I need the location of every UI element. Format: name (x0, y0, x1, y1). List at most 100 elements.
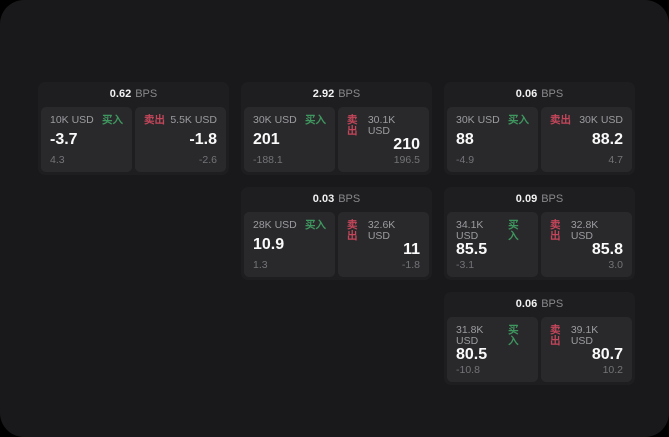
sell-amount: 5.5K USD (170, 114, 217, 126)
card-header: 0.06 BPS (444, 82, 635, 107)
sell-panel-top: 卖出 39.1K USD (550, 325, 623, 346)
buy-amount: 10K USD (50, 114, 94, 126)
buy-panel-top: 30K USD 买入 (456, 115, 529, 126)
bps-value: 2.92 (312, 88, 335, 100)
sell-label: 卖出 (347, 219, 358, 242)
buy-amount: 28K USD (253, 219, 297, 231)
sell-label: 卖出 (144, 114, 165, 126)
buy-amount: 30K USD (456, 114, 500, 126)
sell-panel[interactable]: 卖出 39.1K USD 80.7 10.2 (541, 317, 632, 382)
bps-value: 0.06 (515, 298, 538, 310)
buy-panel-top: 31.8K USD 买入 (456, 325, 529, 346)
quote-card-5: 0.09 BPS 34.1K USD 买入 85.5 -3.1 卖出 32.8K… (444, 187, 635, 280)
panels: 30K USD 买入 201 -188.1 卖出 30.1K USD 210 1… (241, 107, 432, 175)
panels: 10K USD 买入 -3.7 4.3 卖出 5.5K USD -1.8 -2.… (38, 107, 229, 175)
sell-panel[interactable]: 卖出 30K USD 88.2 4.7 (541, 107, 632, 172)
buy-delta: -3.1 (456, 258, 475, 271)
quote-card-1: 0.62 BPS 10K USD 买入 -3.7 4.3 卖出 5.5K USD (38, 82, 229, 175)
sell-delta: 196.5 (393, 153, 420, 166)
card-header: 0.09 BPS (444, 187, 635, 212)
sell-panel-top: 卖出 5.5K USD (144, 115, 217, 126)
panels: 31.8K USD 买入 80.5 -10.8 卖出 39.1K USD 80.… (444, 317, 635, 385)
buy-panel-top: 34.1K USD 买入 (456, 220, 529, 241)
sell-panel[interactable]: 卖出 32.8K USD 85.8 3.0 (541, 212, 632, 277)
sell-delta: -1.8 (401, 258, 420, 271)
buy-label: 买入 (508, 324, 519, 347)
sell-amount: 30.1K USD (367, 114, 396, 137)
buy-label: 买入 (305, 219, 326, 231)
buy-price: -3.7 (50, 131, 78, 148)
sell-label: 卖出 (347, 114, 358, 137)
sell-label: 卖出 (550, 219, 561, 242)
buy-price: 10.9 (253, 236, 285, 253)
buy-panel[interactable]: 31.8K USD 买入 80.5 -10.8 (447, 317, 538, 382)
card-header: 0.62 BPS (38, 82, 229, 107)
buy-delta: 4.3 (50, 153, 65, 166)
bps-unit-label: BPS (338, 88, 361, 100)
sell-price: 80.7 (591, 346, 623, 364)
sell-price: 11 (403, 241, 420, 259)
buy-price: 85.5 (456, 241, 488, 259)
sell-panel[interactable]: 卖出 30.1K USD 210 196.5 (338, 107, 429, 172)
sell-price: -1.8 (189, 131, 217, 148)
buy-price: 201 (253, 131, 280, 148)
panels: 34.1K USD 买入 85.5 -3.1 卖出 32.8K USD 85.8… (444, 212, 635, 280)
buy-price: 88 (456, 131, 474, 148)
sell-panel[interactable]: 卖出 5.5K USD -1.8 -2.6 (135, 107, 226, 172)
sell-panel-top: 卖出 32.6K USD (347, 220, 420, 241)
buy-panel-top: 28K USD 买入 (253, 220, 326, 231)
sell-label: 卖出 (550, 324, 561, 347)
sell-panel[interactable]: 卖出 32.6K USD 11 -1.8 (338, 212, 429, 277)
buy-label: 买入 (305, 114, 326, 126)
card-header: 0.06 BPS (444, 292, 635, 317)
bps-value: 0.06 (515, 88, 538, 100)
sell-price: 85.8 (591, 241, 623, 259)
buy-label: 买入 (508, 219, 519, 242)
sell-price: 88.2 (591, 131, 623, 148)
sell-panel-top: 卖出 30K USD (550, 115, 623, 126)
buy-delta: -4.9 (456, 153, 475, 166)
bps-value: 0.62 (109, 88, 132, 100)
buy-delta: -188.1 (253, 153, 283, 166)
buy-label: 买入 (102, 114, 123, 126)
sell-panel-top: 卖出 32.8K USD (550, 220, 623, 241)
panels: 30K USD 买入 88 -4.9 卖出 30K USD 88.2 4.7 (444, 107, 635, 175)
bps-value: 0.03 (312, 193, 335, 205)
buy-delta: -10.8 (456, 363, 480, 376)
sell-amount: 30K USD (579, 114, 623, 126)
quote-card-3: 0.06 BPS 30K USD 买入 88 -4.9 卖出 30K USD (444, 82, 635, 175)
buy-panel[interactable]: 10K USD 买入 -3.7 4.3 (41, 107, 132, 172)
quote-card-2: 2.92 BPS 30K USD 买入 201 -188.1 卖出 30.1K … (241, 82, 432, 175)
buy-label: 买入 (508, 114, 529, 126)
bps-unit-label: BPS (541, 88, 564, 100)
sell-delta: 10.2 (602, 363, 623, 376)
card-header: 0.03 BPS (241, 187, 432, 212)
sell-amount: 32.6K USD (367, 219, 396, 242)
bps-unit-label: BPS (541, 193, 564, 205)
sell-delta: -2.6 (198, 153, 217, 166)
sell-delta: 3.0 (608, 258, 623, 271)
quote-grid: 0.62 BPS 10K USD 买入 -3.7 4.3 卖出 5.5K USD (38, 82, 635, 385)
buy-panel-top: 10K USD 买入 (50, 115, 123, 126)
bps-unit-label: BPS (541, 298, 564, 310)
sell-price: 210 (393, 136, 420, 154)
buy-amount: 34.1K USD (456, 219, 484, 242)
sell-panel-top: 卖出 30.1K USD (347, 115, 420, 136)
buy-amount: 31.8K USD (456, 324, 484, 347)
buy-panel[interactable]: 34.1K USD 买入 85.5 -3.1 (447, 212, 538, 277)
buy-delta: 1.3 (253, 258, 268, 271)
quote-card-6: 0.06 BPS 31.8K USD 买入 80.5 -10.8 卖出 39.1… (444, 292, 635, 385)
buy-panel[interactable]: 30K USD 买入 88 -4.9 (447, 107, 538, 172)
sell-amount: 39.1K USD (570, 324, 599, 347)
sell-amount: 32.8K USD (570, 219, 599, 242)
bps-unit-label: BPS (338, 193, 361, 205)
buy-amount: 30K USD (253, 114, 297, 126)
buy-panel[interactable]: 30K USD 买入 201 -188.1 (244, 107, 335, 172)
sell-label: 卖出 (550, 114, 571, 126)
bps-value: 0.09 (515, 193, 538, 205)
buy-panel-top: 30K USD 买入 (253, 115, 326, 126)
card-header: 2.92 BPS (241, 82, 432, 107)
panels: 28K USD 买入 10.9 1.3 卖出 32.6K USD 11 -1.8 (241, 212, 432, 280)
buy-panel[interactable]: 28K USD 买入 10.9 1.3 (244, 212, 335, 277)
